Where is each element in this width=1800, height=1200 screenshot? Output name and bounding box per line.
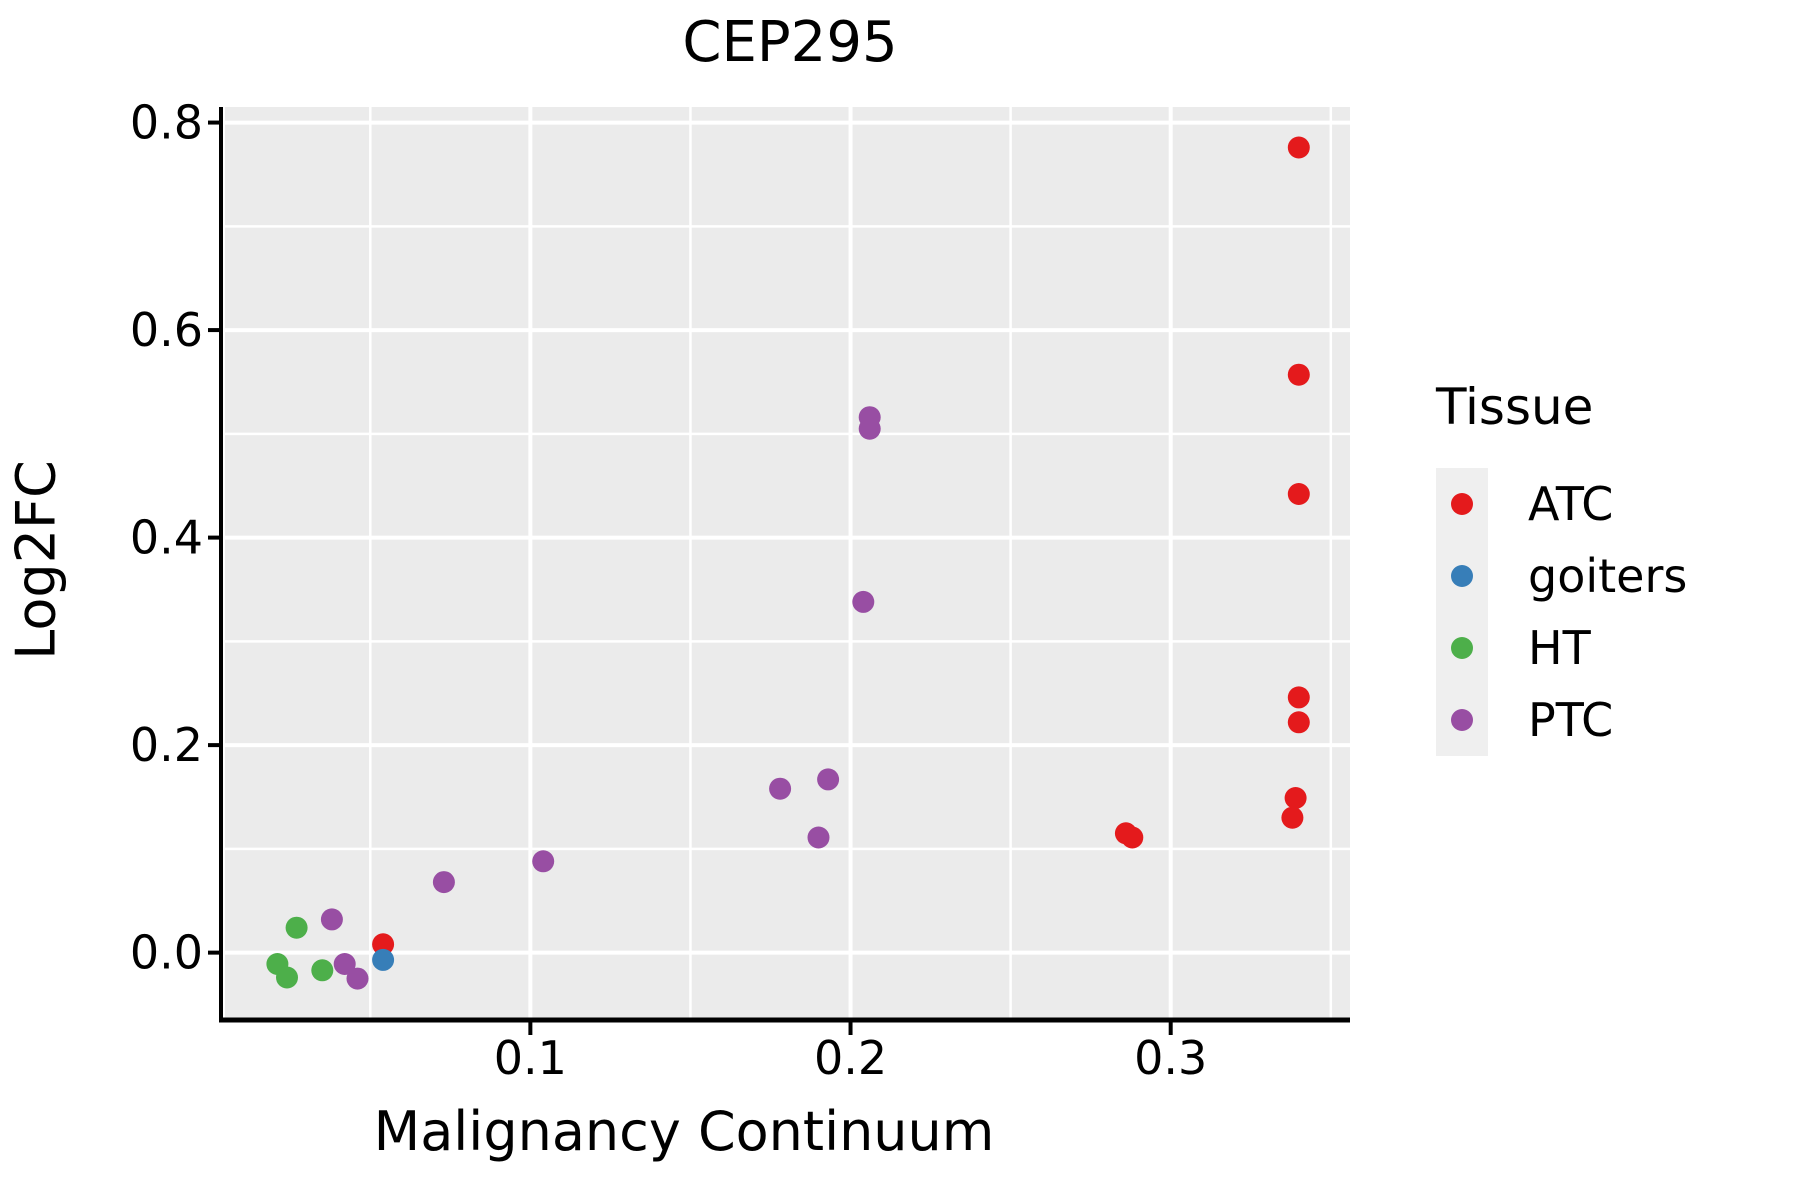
legend-label: goiters (1528, 549, 1688, 603)
legend-title: Tissue (1436, 378, 1594, 436)
point-HT (285, 916, 308, 939)
legend-key (1436, 612, 1488, 684)
legend-item-PTC: PTC (1436, 684, 1687, 756)
plot-panel (225, 107, 1350, 1018)
point-ATC (1287, 686, 1310, 709)
y-tick-label: 0.6 (130, 303, 203, 357)
chart-title: CEP295 (682, 10, 898, 75)
point-ATC (1287, 483, 1310, 505)
y-tick-label: 0.4 (130, 511, 203, 565)
point-ATC (1287, 136, 1310, 159)
point-goiters (372, 948, 395, 971)
y-axis-label: Log2FC (4, 460, 68, 660)
y-tick-label: 0.2 (130, 718, 203, 772)
legend-key (1436, 540, 1488, 612)
legend: ATC goiters HT PTC (1436, 468, 1687, 756)
y-tick-label: 0.8 (130, 96, 203, 150)
legend-dot-icon (1451, 637, 1473, 659)
legend-item-HT: HT (1436, 612, 1687, 684)
point-PTC (320, 908, 343, 931)
legend-label: ATC (1528, 477, 1614, 531)
point-PTC (432, 871, 455, 894)
point-ATC (1284, 787, 1307, 809)
x-tick-label: 0.3 (1134, 1031, 1207, 1085)
point-HT (311, 959, 334, 982)
legend-dot-icon (1451, 493, 1473, 515)
point-PTC (817, 768, 840, 791)
point-ATC (1281, 806, 1304, 829)
point-HT (276, 966, 298, 989)
legend-label: PTC (1528, 693, 1614, 747)
point-PTC (769, 777, 792, 800)
point-ATC (372, 933, 395, 956)
legend-label: HT (1528, 621, 1591, 675)
point-ATC (1121, 826, 1144, 849)
x-tick-label: 0.1 (494, 1031, 567, 1085)
legend-item-ATC: ATC (1436, 468, 1687, 540)
point-PTC (532, 850, 555, 873)
legend-item-goiters: goiters (1436, 540, 1687, 612)
x-tick-label: 0.2 (814, 1031, 887, 1085)
point-ATC (1287, 711, 1310, 734)
legend-dot-icon (1451, 709, 1473, 731)
point-PTC (333, 953, 356, 975)
point-PTC (852, 590, 875, 613)
y-tick-label: 0.0 (130, 926, 203, 980)
legend-key (1436, 468, 1488, 540)
point-PTC (858, 417, 881, 440)
point-PTC (807, 826, 830, 849)
legend-key (1436, 684, 1488, 756)
point-PTC (346, 967, 369, 990)
legend-dot-icon (1451, 565, 1473, 587)
point-ATC (1287, 363, 1310, 386)
x-axis-label: Malignancy Continuum (373, 1100, 995, 1163)
